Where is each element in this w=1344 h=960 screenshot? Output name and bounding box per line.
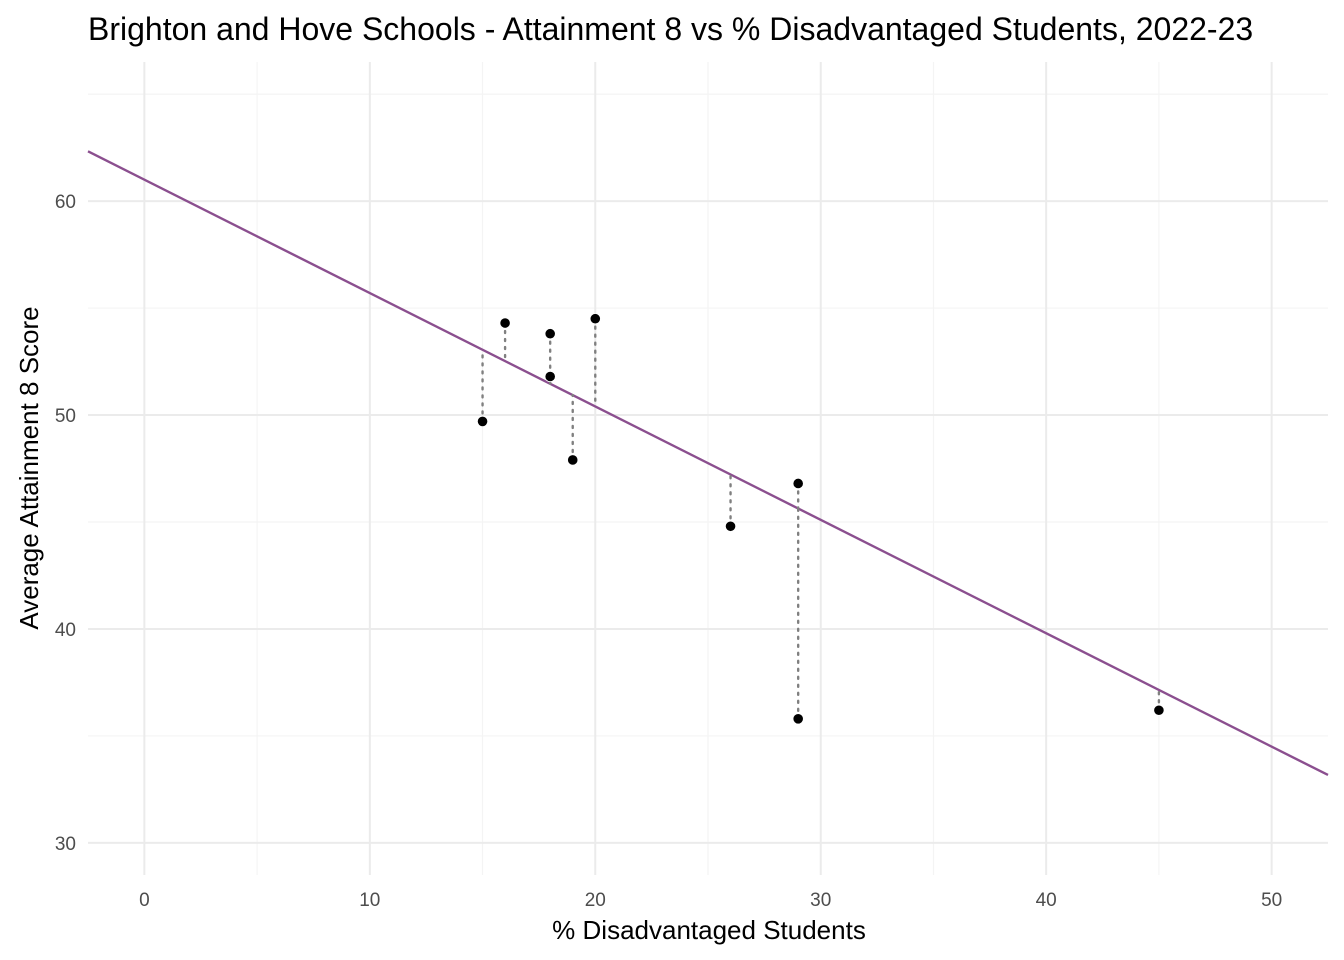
data-point xyxy=(476,415,489,428)
x-tick-label: 0 xyxy=(139,890,150,911)
x-axis-title: % Disadvantaged Students xyxy=(552,915,866,945)
chart-title: Brighton and Hove Schools - Attainment 8… xyxy=(88,11,1253,47)
y-tick-label: 30 xyxy=(55,834,76,855)
y-axis-title: Average Attainment 8 Score xyxy=(14,306,44,629)
y-tick-label: 40 xyxy=(55,620,76,641)
data-point xyxy=(792,477,804,490)
y-tick-label: 60 xyxy=(55,192,76,213)
data-point xyxy=(792,713,804,725)
data-point xyxy=(544,370,556,383)
data-point xyxy=(544,328,556,340)
data-point xyxy=(724,520,737,532)
grid xyxy=(88,62,1328,875)
tick-labels: 0 10 20 30 40 50 30 40 50 60 xyxy=(55,192,1282,911)
trend-line-group xyxy=(87,150,1329,777)
x-tick-label: 10 xyxy=(359,890,380,911)
y-tick-label: 50 xyxy=(55,406,76,427)
x-tick-label: 30 xyxy=(810,890,831,911)
data-points xyxy=(476,313,1165,725)
x-tick-label: 50 xyxy=(1261,890,1282,911)
x-tick-label: 20 xyxy=(585,890,606,911)
data-point xyxy=(1153,704,1165,716)
trend-line xyxy=(87,150,1329,777)
data-point xyxy=(499,317,511,329)
data-point xyxy=(589,313,601,325)
x-tick-label: 40 xyxy=(1036,890,1057,911)
data-point xyxy=(567,454,579,466)
